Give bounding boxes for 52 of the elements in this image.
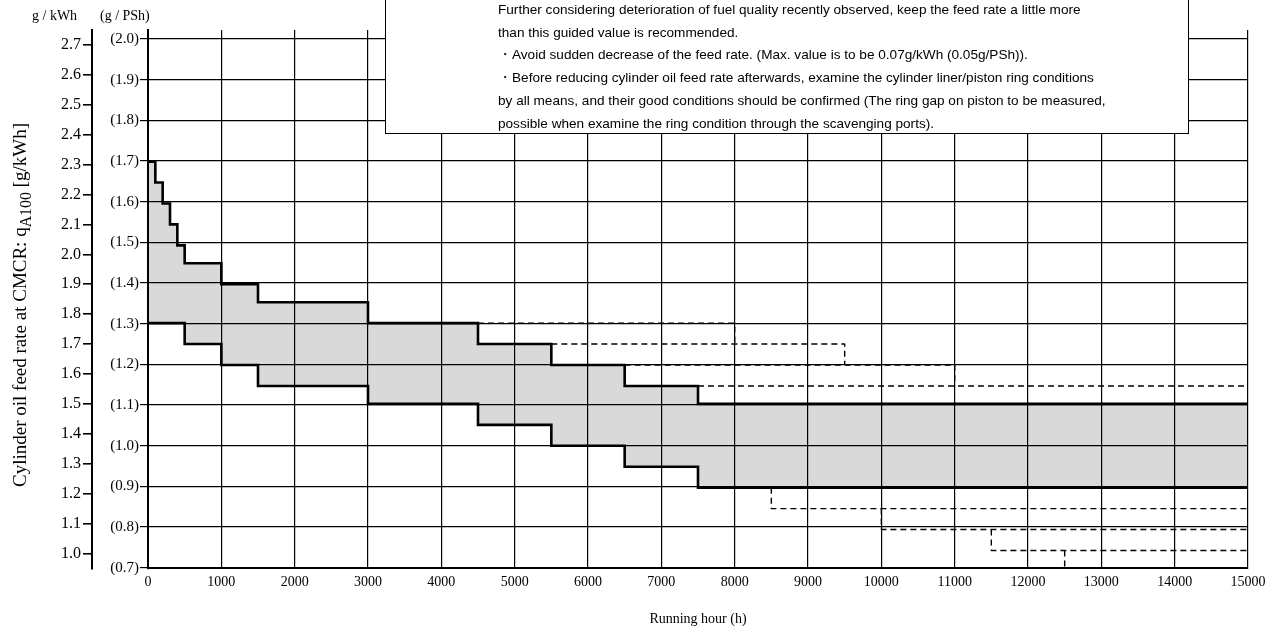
x-tick-label: 8000	[720, 574, 749, 590]
y-tick-label: 2.0	[61, 244, 81, 262]
text: g / kWh	[32, 8, 78, 24]
y-tick-label: 2.5	[61, 94, 81, 112]
x-tick-label: 5000	[500, 574, 529, 590]
x-tick-label: 7000	[647, 574, 676, 590]
y2-tick-label: (1.9)	[110, 70, 139, 88]
y-tick-label: 2.2	[61, 184, 81, 202]
y2-tick-label: (0.7)	[110, 558, 139, 576]
y2-tick-label: (0.9)	[110, 477, 139, 495]
x-tick-label: 13000	[1083, 574, 1119, 590]
y2-tick-label: (1.6)	[110, 192, 139, 210]
x-tick-label: 12000	[1010, 574, 1046, 590]
x-tick-label: 9000	[794, 574, 822, 590]
x-tick-label: 11000	[937, 574, 972, 590]
y-tick-label: 1.8	[61, 304, 81, 322]
y-tick-label: 2.6	[61, 65, 81, 83]
y2-axis-title: (g / PSh)	[100, 8, 150, 24]
y-tick-label: 2.4	[61, 124, 81, 142]
y2-tick-label: (1.4)	[110, 273, 139, 291]
x-tick-label: 10000	[863, 574, 899, 590]
x-tick-label: 6000	[574, 574, 602, 590]
y2-tick-label: (1.0)	[110, 436, 139, 454]
x-tick-label: 0	[144, 574, 152, 590]
x-axis-title: Running hour (h)	[649, 611, 747, 628]
x-tick-label: 1000	[207, 574, 236, 590]
y-tick-label: 1.0	[61, 543, 81, 561]
x-tick-label: 4000	[427, 574, 456, 590]
y-tick-label: 1.4	[61, 424, 81, 441]
x-tick-label: 2000	[280, 574, 309, 590]
y2-tick-label: (1.5)	[110, 233, 139, 251]
y-tick-label: 1.2	[61, 483, 81, 501]
y2-tick-label: (1.8)	[110, 111, 139, 129]
y-tick-label: 1.1	[61, 513, 81, 531]
y-tick-label: 1.6	[61, 364, 81, 382]
y2-tick-label: (2.0)	[110, 29, 139, 47]
y2-tick-label: (1.1)	[110, 395, 139, 413]
y2-tick-label: (0.8)	[110, 517, 139, 535]
y-tick-label: 2.3	[61, 154, 81, 172]
y2-tick-label: (1.2)	[110, 355, 139, 373]
y2-tick-label: (1.7)	[110, 151, 139, 169]
x-tick-label: 15000	[1230, 574, 1266, 590]
x-tick-label: 3000	[354, 574, 382, 590]
note-box: Further considering deterioration of fuel quality recently observed, keep the feed rate a little more than this guided value is recommended. ・Avoid sudden decrease of the feed rate. (Max. value is to be 0.07g/kWh (0.05g/PSh)). ・Before reducing cylinder oil feed rate afterwards, examine the cylinder liner/piston ring conditions by all means, and their good conditions should be confirmed (The ring gap on piston to be measured, possible when examine the ring condition through the scavenging ports).	[385, 0, 1189, 134]
y-tick-label: 1.3	[61, 453, 81, 471]
x-tick-label: 14000	[1157, 574, 1193, 590]
y-tick-label: 2.7	[61, 35, 81, 53]
y-tick-label: 1.9	[61, 274, 81, 292]
y-tick-label: 1.5	[61, 394, 81, 412]
y2-tick-label: (1.3)	[110, 314, 139, 332]
y-tick-label: 2.1	[61, 214, 81, 232]
y-tick-label: 1.7	[61, 334, 81, 352]
